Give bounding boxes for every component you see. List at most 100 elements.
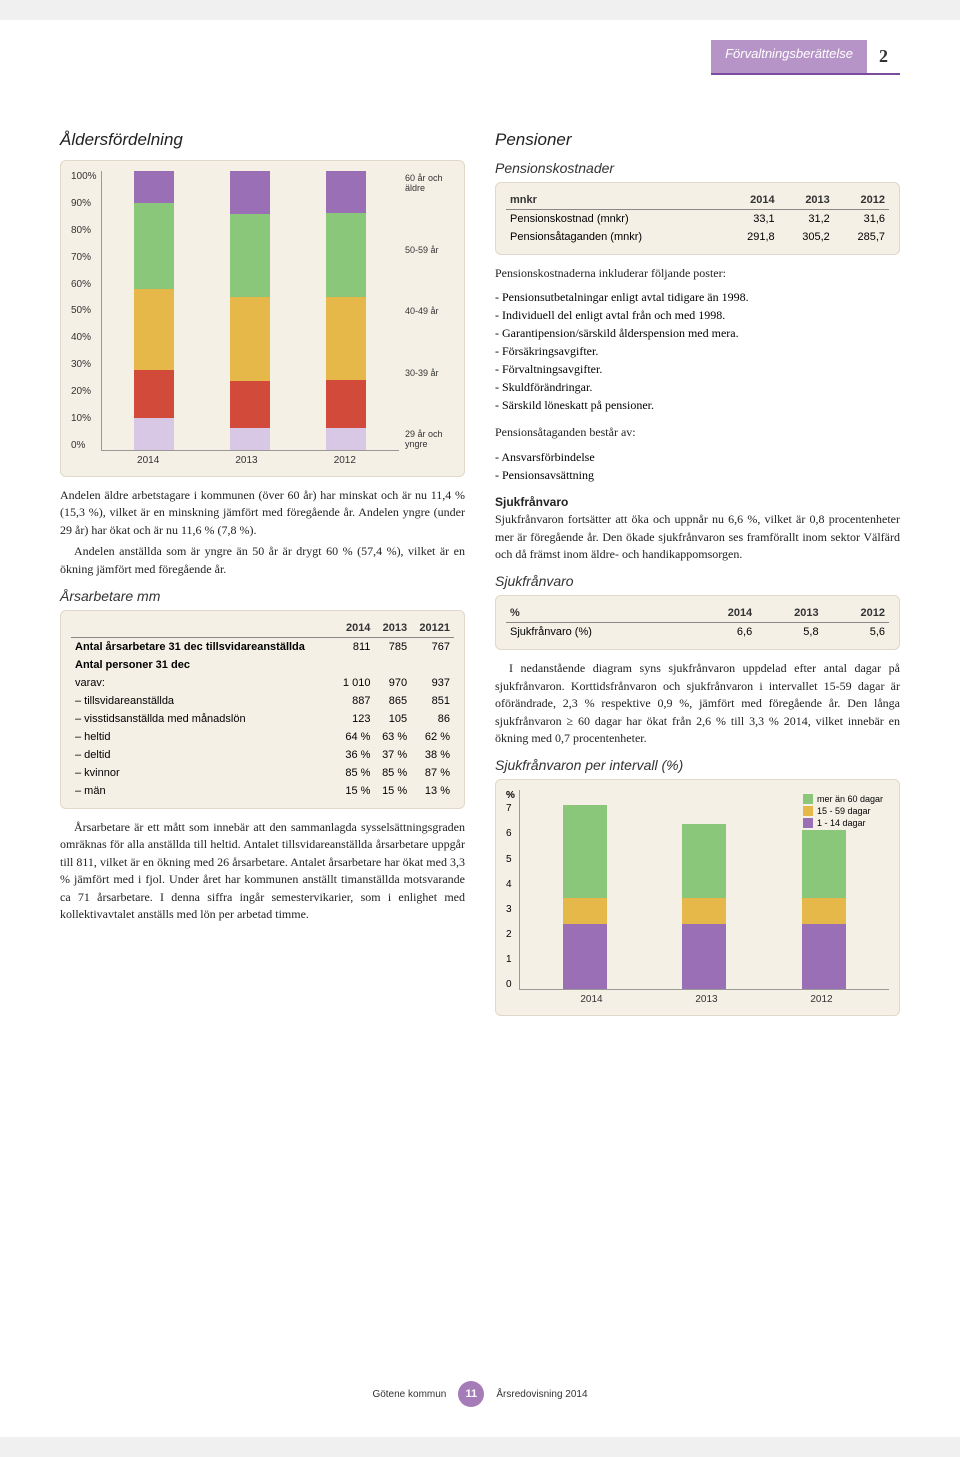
seg-30_39: [230, 381, 270, 428]
seg-29minus: [326, 428, 366, 450]
list-item: Försäkringsavgifter.: [495, 342, 900, 360]
seg-60plus: [326, 171, 366, 213]
seg-d1_14: [802, 924, 846, 989]
seg-29minus: [134, 418, 174, 450]
xlabel: 2013: [235, 455, 257, 466]
pension-table-box: mnkr201420132012Pensionskostnad (mnkr)33…: [495, 182, 900, 255]
legend-item: 40-49 år: [405, 304, 454, 318]
seg-d1_14: [682, 924, 726, 989]
seg-d60: [563, 805, 607, 899]
header-tab: Förvaltningsberättelse 2: [711, 40, 900, 75]
legend-item: 30-39 år: [405, 366, 454, 380]
age-chart-legend: 60 år och äldre 50-59 år 40-49 år 30-39 år 2…: [399, 171, 454, 451]
table-row: – tillsvidareanställda887865851: [71, 692, 454, 710]
header-page-num: 2: [867, 40, 900, 75]
seg-29minus: [230, 428, 270, 450]
seg-50_59: [230, 214, 270, 298]
legend-item: 60 år och äldre: [405, 171, 454, 195]
sjuk-section: Sjukfrånvaro Sjukfrånvaron fortsätter at…: [495, 494, 900, 564]
age-chart-xlabels: 2014 2013 2012: [71, 455, 454, 466]
para-bestar: Pensionsåtaganden består av:: [495, 424, 900, 441]
sjuk-heading: Sjukfrånvaro: [495, 495, 568, 509]
list-item: Förvaltningsavgifter.: [495, 360, 900, 378]
xlabel: 2013: [695, 994, 717, 1005]
table-row: Antal personer 31 dec: [71, 656, 454, 674]
bar-2013: [230, 171, 270, 450]
para-sjuk2: I nedanstående diagram syns sjukfrånvaro…: [495, 660, 900, 747]
table-row: – kvinnor85 %85 %87 %: [71, 764, 454, 782]
left-para2: Andelen anställda som är yngre än 50 år …: [60, 543, 465, 578]
pensioner-heading: Pensioner: [495, 130, 900, 150]
interval-ylabel: %: [506, 790, 515, 801]
interval-heading: Sjukfrånvaron per intervall (%): [495, 757, 900, 773]
pensionskostnader-heading: Pensionskostnader: [495, 160, 900, 176]
seg-60plus: [134, 171, 174, 203]
sjuk-table-box: %201420132012Sjukfrånvaro (%)6,65,85,6: [495, 595, 900, 650]
para-sjuk: Sjukfrånvaron fortsätter att öka och upp…: [495, 512, 900, 561]
table-row: – heltid64 %63 %62 %: [71, 728, 454, 746]
table1-box: 2014201320121Antal årsarbetare 31 dec ti…: [60, 610, 465, 809]
age-chart-bars: [101, 171, 399, 451]
list-item: Skuldförändringar.: [495, 378, 900, 396]
table-row: Pensionsåtaganden (mnkr)291,8305,2285,7: [506, 228, 889, 246]
list-item: Individuell del enligt avtal från och me…: [495, 306, 900, 324]
age-chart-title: Åldersfördelning: [60, 130, 465, 150]
seg-40_49: [134, 289, 174, 370]
bar-2013: [682, 790, 726, 989]
sjuk-table: %201420132012Sjukfrånvaro (%)6,65,85,6: [506, 604, 889, 641]
list-item: Garantipension/särskild ålderspension me…: [495, 324, 900, 342]
seg-d60: [682, 824, 726, 898]
seg-d1_14: [563, 924, 607, 989]
seg-40_49: [230, 297, 270, 381]
bar-2014: [134, 171, 174, 450]
footer: Götene kommun 11 Årsredovisning 2014: [0, 1381, 960, 1407]
left-column: Åldersfördelning 100%90%80%70%60%50%40%3…: [60, 130, 465, 1016]
list-item: Särskild löneskatt på pensioner.: [495, 396, 900, 414]
footer-left: Götene kommun: [372, 1389, 446, 1400]
table-row: varav:1 010970937: [71, 674, 454, 692]
para-includes: Pensionskostnaderna inkluderar följande …: [495, 265, 900, 282]
xlabel: 2012: [334, 455, 356, 466]
right-column: Pensioner Pensionskostnader mnkr20142013…: [495, 130, 900, 1016]
table-row: – deltid36 %37 %38 %: [71, 746, 454, 764]
xlabel: 2014: [137, 455, 159, 466]
bar-2012: [802, 790, 846, 989]
xlabel: 2012: [810, 994, 832, 1005]
seg-50_59: [134, 203, 174, 289]
header-title: Förvaltningsberättelse: [711, 40, 867, 75]
list-item: Pensionsutbetalningar enligt avtal tidig…: [495, 288, 900, 306]
content-columns: Åldersfördelning 100%90%80%70%60%50%40%3…: [60, 130, 900, 1016]
seg-d15_59: [563, 898, 607, 924]
footer-page-circle: 11: [458, 1381, 484, 1407]
list-item: Ansvarsförbindelse: [495, 448, 900, 466]
xlabel: 2014: [580, 994, 602, 1005]
list-item: Pensionsavsättning: [495, 466, 900, 484]
list-bestar: AnsvarsförbindelsePensionsavsättning: [495, 448, 900, 484]
seg-30_39: [326, 380, 366, 427]
seg-d60: [802, 830, 846, 898]
bar-2014: [563, 790, 607, 989]
table1-title: Årsarbetare mm: [60, 588, 465, 604]
seg-d15_59: [802, 898, 846, 924]
seg-60plus: [230, 171, 270, 214]
table-row: Antal årsarbetare 31 dec tillsvidareanst…: [71, 637, 454, 656]
page: Förvaltningsberättelse 2 Åldersfördelnin…: [0, 20, 960, 1437]
left-para1: Andelen äldre arbetstagare i kommunen (ö…: [60, 487, 465, 539]
interval-yaxis: 76543210: [506, 803, 515, 990]
table-row: Pensionskostnad (mnkr)33,131,231,6: [506, 210, 889, 229]
sjuk2-heading: Sjukfrånvaro: [495, 573, 900, 589]
table-row: – män15 %15 %13 %: [71, 782, 454, 800]
legend-item: 50-59 år: [405, 243, 454, 257]
footer-right: Årsredovisning 2014: [496, 1389, 587, 1400]
seg-50_59: [326, 213, 366, 297]
legend-item: 29 år och yngre: [405, 427, 454, 451]
seg-40_49: [326, 297, 366, 381]
seg-d15_59: [682, 898, 726, 924]
age-chart-yaxis: 100%90%80%70%60%50%40%30%20%10%0%: [71, 171, 101, 451]
interval-chart: mer än 60 dagar15 - 59 dagar1 - 14 dagar…: [495, 779, 900, 1016]
list-includes: Pensionsutbetalningar enligt avtal tidig…: [495, 288, 900, 414]
interval-bars: [519, 790, 889, 990]
table-row: Sjukfrånvaro (%)6,65,85,6: [506, 623, 889, 642]
bar-2012: [326, 171, 366, 450]
interval-xlabels: 2014 2013 2012: [506, 994, 889, 1005]
